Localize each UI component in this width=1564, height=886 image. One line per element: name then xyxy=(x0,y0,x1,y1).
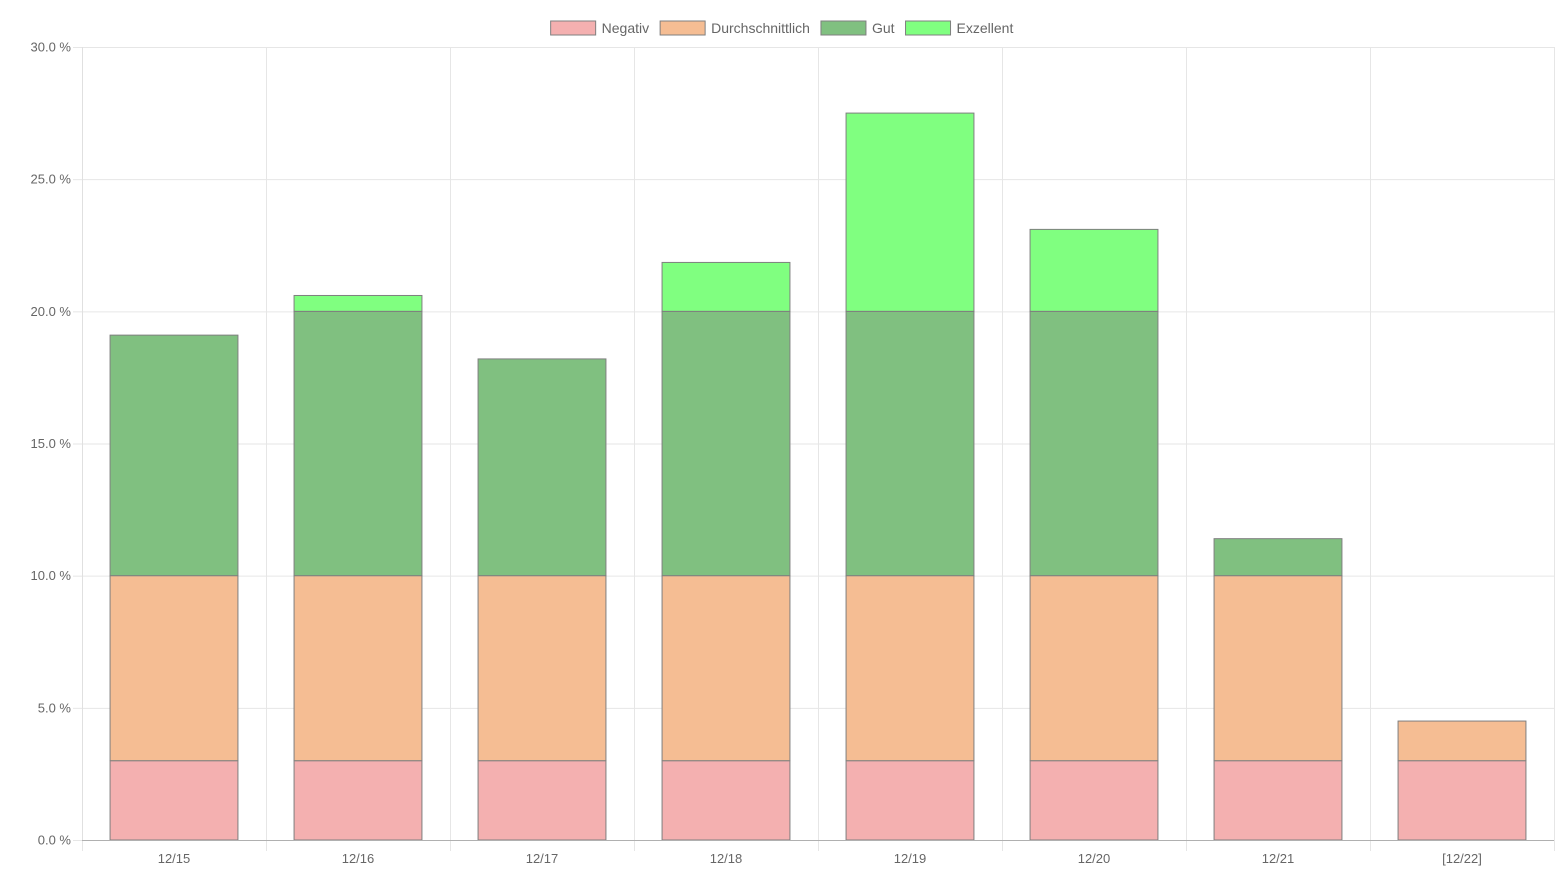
bar-segment-negativ xyxy=(109,760,239,841)
legend-item-exzellent[interactable]: Exzellent xyxy=(905,20,1014,36)
bar-segment-durchschnittlich xyxy=(1397,720,1527,762)
bar-segment-gut xyxy=(109,334,239,577)
bar-segment-gut xyxy=(1213,538,1343,577)
bar-segment-negativ xyxy=(845,760,975,841)
legend-swatch xyxy=(820,20,867,36)
legend-item-gut[interactable]: Gut xyxy=(820,20,895,36)
bar-segment-durchschnittlich xyxy=(661,575,791,762)
y-tick-label: 10.0 % xyxy=(31,568,72,583)
bar-segment-exzellent xyxy=(1029,228,1159,312)
bar-segment-negativ xyxy=(477,760,607,841)
x-tick-label: 12/15 xyxy=(158,851,191,866)
bar-segment-durchschnittlich xyxy=(293,575,423,762)
bar-segment-negativ xyxy=(1029,760,1159,841)
bar-segment-exzellent xyxy=(845,112,975,312)
legend-item-durchschnittlich[interactable]: Durchschnittlich xyxy=(659,20,810,36)
legend-label: Negativ xyxy=(602,20,649,36)
bars xyxy=(109,112,1527,841)
legend-label: Durchschnittlich xyxy=(711,20,810,36)
bar-segment-durchschnittlich xyxy=(477,575,607,762)
axes: 0.0 % 5.0 % 10.0 % 15.0 % 20.0 % 25.0 % 30.0 %… xyxy=(31,40,1554,866)
bar-segment-negativ xyxy=(1213,760,1343,841)
y-tick-label: 5.0 % xyxy=(38,700,72,715)
legend-swatch xyxy=(905,20,952,36)
bar-segment-durchschnittlich xyxy=(1029,575,1159,762)
bar-segment-gut xyxy=(477,358,607,577)
bar-segment-exzellent xyxy=(661,261,791,312)
legend-swatch xyxy=(659,20,706,36)
x-tick-label: [12/22] xyxy=(1442,851,1482,866)
y-tick-label: 15.0 % xyxy=(31,436,72,451)
y-tick-label: 25.0 % xyxy=(31,172,72,187)
bar-segment-gut xyxy=(845,310,975,577)
legend-swatch xyxy=(550,20,597,36)
bar-segment-durchschnittlich xyxy=(1213,575,1343,762)
legend-item-negativ[interactable]: Negativ xyxy=(550,20,649,36)
x-tick-label: 12/17 xyxy=(526,851,559,866)
y-tick-label: 20.0 % xyxy=(31,304,72,319)
bar-segment-durchschnittlich xyxy=(109,575,239,762)
bar-segment-gut xyxy=(1029,310,1159,577)
y-tick-label: 0.0 % xyxy=(38,833,72,848)
bar-segment-negativ xyxy=(293,760,423,841)
legend[interactable]: Negativ Durchschnittlich Gut Exzellent xyxy=(550,20,1014,36)
x-tick-label: 12/21 xyxy=(1262,851,1295,866)
x-tick-label: 12/20 xyxy=(1078,851,1111,866)
bar-segment-durchschnittlich xyxy=(845,575,975,762)
x-tick-label: 12/18 xyxy=(710,851,743,866)
y-tick-label: 30.0 % xyxy=(31,40,72,55)
legend-label: Exzellent xyxy=(957,20,1014,36)
bar-segment-negativ xyxy=(661,760,791,841)
x-tick-label: 12/16 xyxy=(342,851,375,866)
bar-segment-gut xyxy=(661,310,791,577)
legend-label: Gut xyxy=(872,20,895,36)
bar-segment-gut xyxy=(293,310,423,577)
x-tick-label: 12/19 xyxy=(894,851,927,866)
bar-segment-negativ xyxy=(1397,760,1527,841)
bar-segment-exzellent xyxy=(293,294,423,312)
